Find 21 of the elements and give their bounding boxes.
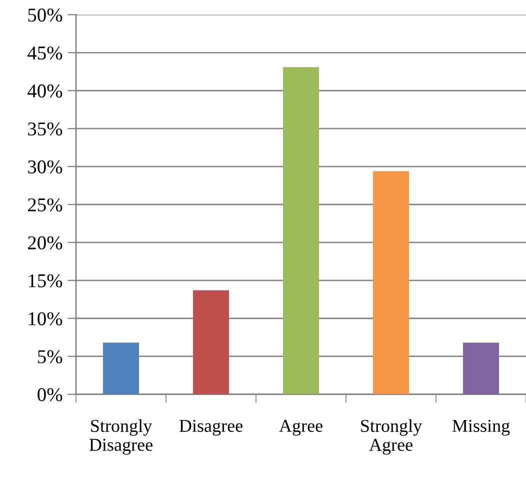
x-tick-label: Missing	[452, 420, 510, 436]
y-tick-label: 45%	[28, 46, 62, 60]
y-tick-label: 40%	[28, 84, 62, 98]
y-tick-label: 30%	[28, 160, 62, 174]
x-tick-label: Disagree	[179, 420, 242, 436]
bar	[283, 67, 319, 394]
x-tick-label: Strongly Agree	[361, 419, 422, 455]
bar	[463, 342, 499, 394]
y-tick-label: 50%	[28, 8, 62, 22]
y-tick-label: 0%	[38, 388, 62, 402]
x-tick-label: Strongly Disagree	[89, 419, 152, 455]
y-tick-label: 25%	[28, 198, 62, 212]
y-tick-label: 10%	[28, 312, 62, 326]
y-tick-label: 35%	[28, 122, 62, 136]
bar	[373, 171, 409, 394]
bar	[103, 342, 139, 394]
y-tick-label: 15%	[28, 274, 62, 288]
bar	[193, 290, 229, 394]
y-tick-label: 20%	[28, 236, 62, 250]
y-tick-label: 5%	[38, 350, 62, 364]
x-tick-label: Agree	[279, 420, 322, 436]
